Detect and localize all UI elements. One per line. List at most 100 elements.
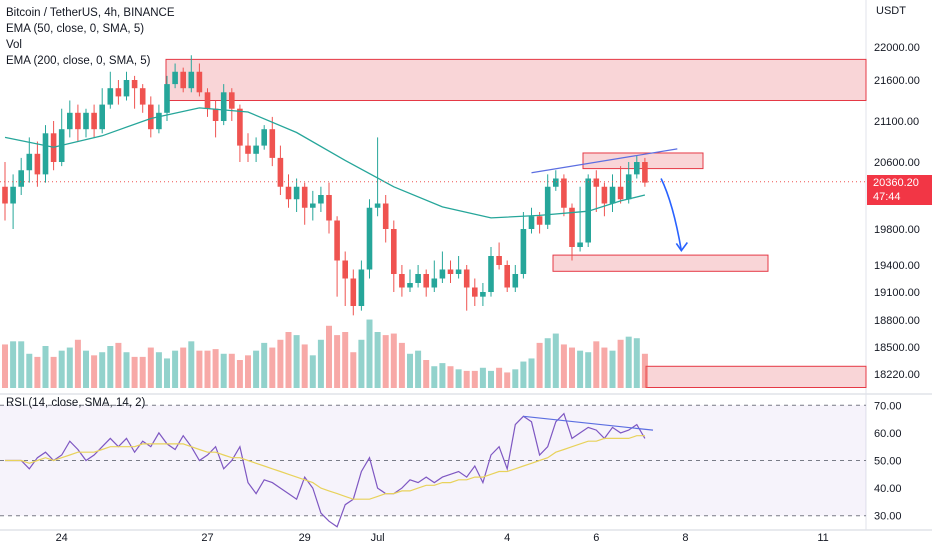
volume-bar	[479, 367, 486, 388]
candle-body	[423, 274, 429, 288]
time-tick-label: 11	[817, 532, 828, 544]
candle-body	[310, 203, 316, 208]
legend-rsi: RSI (14, close, SMA, 14, 2)	[6, 397, 146, 409]
candle-body	[634, 162, 640, 175]
volume-bar	[26, 353, 33, 388]
volume-bar	[220, 353, 227, 388]
candle-body	[164, 84, 170, 113]
volume-bar	[625, 336, 632, 388]
candle-body	[172, 71, 178, 85]
volume-bar	[74, 339, 81, 388]
candle-body	[277, 157, 284, 187]
volume-bar	[593, 341, 600, 388]
candle-body	[520, 229, 527, 274]
volume-bar	[552, 333, 559, 388]
candle-body	[528, 216, 535, 229]
candle-body	[180, 71, 186, 89]
legend-vol: Vol	[6, 39, 22, 51]
projection-arrow-shaft	[660, 178, 683, 251]
volume-bar	[261, 342, 268, 388]
time-tick-label: 8	[682, 532, 688, 544]
volume-bar	[293, 335, 300, 388]
candle-body	[253, 145, 259, 154]
volume-bar	[326, 325, 332, 388]
price-tick-label: 18220.00	[874, 369, 920, 381]
candle-body	[480, 292, 486, 297]
volume-bar	[123, 352, 130, 388]
rsi-tick-label: 40.00	[874, 483, 902, 495]
candle-body	[625, 174, 632, 200]
volume-bar	[512, 369, 519, 388]
candle-body	[553, 178, 559, 187]
candle-body	[472, 287, 478, 297]
candle-body	[536, 216, 543, 225]
volume-bar	[34, 356, 41, 388]
candle-body	[415, 274, 421, 283]
candle-body	[642, 162, 648, 183]
volume-bar	[155, 352, 162, 388]
volume-bar	[18, 341, 25, 388]
volume-bar	[407, 353, 413, 388]
support-target-zone	[552, 254, 769, 272]
time-tick-label: 27	[201, 532, 213, 544]
volume-bar	[528, 358, 535, 388]
candle-body	[593, 178, 600, 187]
volume-bar	[423, 360, 430, 388]
projection-arrow-head	[675, 242, 688, 252]
candle-body	[407, 283, 413, 288]
candle-body	[229, 92, 235, 109]
volume-bar	[91, 355, 98, 388]
candle-body	[350, 278, 357, 306]
candle-body	[382, 203, 389, 229]
last-price-value: 20360.20	[873, 177, 919, 189]
candle-body	[293, 186, 300, 200]
lower-support-zone	[645, 365, 867, 388]
volume-bar	[544, 338, 551, 388]
candle-body	[569, 207, 575, 247]
candle-body	[391, 229, 397, 274]
volume-bar	[50, 356, 57, 388]
candle-body	[188, 71, 195, 89]
price-tick-label: 20600.00	[874, 157, 920, 169]
volume-bar	[228, 353, 235, 388]
volume-bar	[504, 372, 511, 388]
time-tick-label: 6	[593, 532, 599, 544]
volume-bar	[309, 355, 316, 388]
candle-body	[561, 178, 567, 208]
volume-bar	[212, 349, 219, 388]
rsi-tick-label: 70.00	[874, 400, 902, 412]
candle-body	[334, 220, 340, 261]
candle-body	[212, 108, 219, 121]
rsi-tick-label: 60.00	[874, 428, 902, 440]
volume-bar	[236, 360, 243, 388]
volume-bar	[66, 347, 73, 388]
resistance-zone	[165, 58, 867, 101]
candle-body	[34, 153, 41, 175]
candle-body	[374, 203, 381, 208]
price-axis-currency: USDT	[876, 5, 906, 17]
candle-body	[609, 186, 616, 204]
candle-body	[156, 112, 162, 130]
candle-body	[301, 186, 308, 208]
volume-bar	[245, 355, 251, 388]
volume-bar	[585, 352, 592, 388]
candle-body	[139, 88, 146, 105]
time-tick-label: Jul	[371, 532, 385, 544]
candle-body	[99, 104, 105, 130]
candle-body	[42, 133, 49, 175]
ema50-line	[4, 107, 646, 219]
volume-bar	[317, 339, 324, 388]
candle-body	[585, 178, 591, 243]
price-tick-label: 22000.00	[874, 42, 920, 54]
candle-body	[245, 145, 251, 154]
volume-bar	[115, 342, 122, 388]
price-tick-label: 19800.00	[874, 224, 920, 236]
volume-bar	[164, 358, 170, 388]
volume-bar	[204, 350, 211, 388]
candle-body	[220, 92, 227, 121]
price-tick-label: 19100.00	[874, 287, 920, 299]
volume-bar	[366, 319, 373, 388]
candle-body	[358, 269, 365, 306]
volume-bar	[253, 350, 260, 388]
